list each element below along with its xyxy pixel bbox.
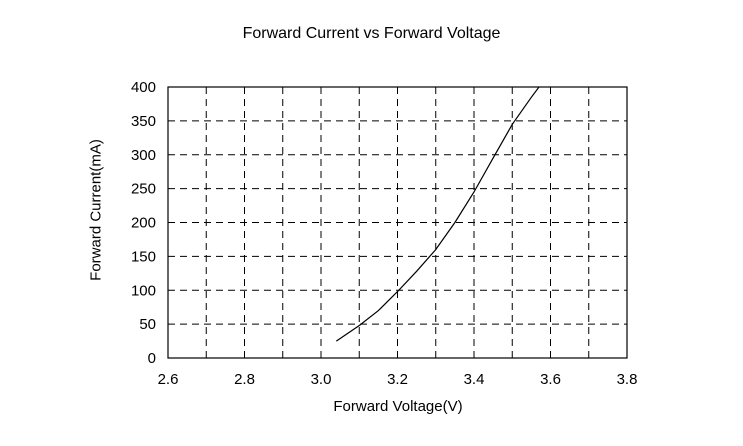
x-tick-label: 2.8 — [234, 371, 255, 388]
x-tick-label: 2.6 — [158, 371, 179, 388]
x-axis-label: Forward Voltage(V) — [333, 398, 463, 415]
y-axis-label: Forward Current(mA) — [87, 139, 105, 281]
x-tick-label: 3.4 — [464, 371, 485, 388]
y-tick-label: 100 — [131, 282, 156, 299]
y-tick-label: 400 — [131, 79, 156, 96]
x-tick-label: 3.8 — [617, 371, 638, 388]
x-tick-label: 3.0 — [311, 371, 332, 388]
x-tick-label: 3.6 — [540, 371, 561, 388]
x-tick-label: 3.2 — [387, 371, 408, 388]
chart-title: Forward Current vs Forward Voltage — [242, 25, 501, 42]
y-tick-label: 150 — [131, 248, 156, 265]
plot-frame — [167, 86, 628, 359]
y-tick-label: 50 — [139, 316, 156, 333]
y-tick-label: 350 — [131, 113, 156, 130]
y-tick-label: 0 — [148, 350, 156, 367]
y-tick-label: 300 — [131, 147, 156, 164]
y-tick-label: 200 — [131, 215, 156, 232]
series-line — [335, 86, 540, 342]
y-tick-label: 250 — [131, 181, 156, 198]
